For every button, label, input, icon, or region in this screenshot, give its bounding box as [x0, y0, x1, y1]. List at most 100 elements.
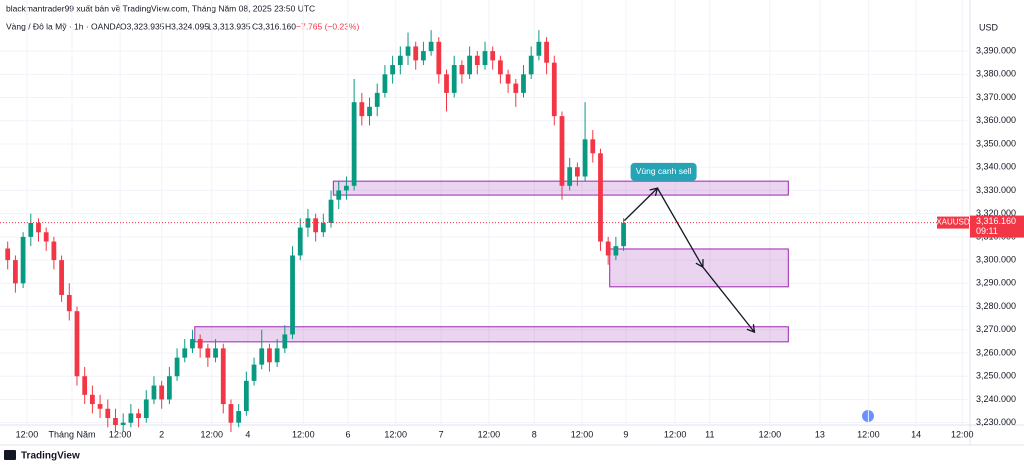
x-tick-label: 6 [345, 429, 350, 439]
candle-body [190, 339, 195, 349]
y-tick-label: 3,360.000 [976, 115, 1016, 125]
x-tick-label: 7 [439, 429, 444, 439]
open: O3,323.935 [120, 21, 165, 31]
x-tick-label: 12:00 [16, 429, 39, 439]
candle-body [113, 418, 118, 425]
x-tick-label: Tháng Năm [48, 429, 95, 439]
candle-body [28, 222, 34, 237]
candle-body [89, 394, 95, 405]
x-tick-label: 12:00 [200, 429, 223, 439]
candle-body [498, 60, 503, 75]
candle-body [559, 116, 565, 186]
candle-body [513, 83, 519, 93]
candle-body [166, 376, 172, 400]
candle-body [574, 167, 580, 177]
candle-body [551, 62, 557, 117]
candle-body [528, 55, 534, 75]
candle-body [328, 199, 334, 223]
candle-body [598, 153, 603, 242]
candle-body [305, 218, 311, 228]
x-tick-label: 14 [911, 429, 921, 439]
x-tick-label: 12:00 [478, 429, 501, 439]
x-tick-label: 13 [815, 429, 825, 439]
candle-body [213, 348, 218, 358]
candle-body [105, 408, 111, 419]
y-tick-label: 3,370.000 [976, 92, 1016, 102]
x-tick-label: 12:00 [571, 429, 594, 439]
candle-body [605, 241, 611, 256]
candle-body [36, 222, 41, 233]
candle-body [267, 348, 272, 363]
candle-body [228, 404, 234, 423]
candle-body [374, 92, 380, 107]
candle-body [66, 294, 72, 312]
candle-body [397, 55, 403, 66]
candle-body [428, 41, 434, 52]
arrow-segment [656, 187, 704, 268]
candle-body [74, 311, 80, 377]
candle-body [436, 41, 442, 75]
footer: TradingView [21, 451, 80, 462]
candle-body [359, 102, 365, 117]
candle-body [159, 385, 165, 400]
y-tick-label: 3,390.000 [976, 45, 1016, 55]
candle-body [82, 376, 88, 395]
candle-body [259, 348, 265, 365]
zone [194, 326, 789, 343]
candle-body [544, 41, 549, 63]
candle-body [297, 227, 303, 256]
candle-body [5, 248, 11, 261]
candle-body [613, 246, 619, 256]
y-tick-label: 3,380.000 [976, 69, 1016, 79]
candle-body [482, 51, 488, 66]
zone [609, 248, 789, 288]
candle-body [505, 74, 511, 84]
symbol: Vàng / Đô la Mỹ · 1h · OANDA [6, 21, 122, 31]
x-tick-label: 8 [532, 429, 537, 439]
x-tick-label: 2 [159, 429, 164, 439]
candle-body [444, 74, 449, 93]
candle-body [290, 255, 295, 335]
candle-body [590, 139, 596, 154]
y-tick-label: 3,300.000 [976, 254, 1016, 264]
candle-body [274, 348, 280, 363]
candle-body [20, 236, 26, 284]
candle-body [582, 139, 588, 177]
y-tick-label: 3,330.000 [976, 185, 1016, 195]
x-tick-label: 12:00 [292, 429, 315, 439]
y-tick-label: 3,290.000 [976, 278, 1016, 288]
candle-body [43, 232, 49, 242]
arrow-segment [623, 187, 658, 222]
x-tick-label: 9 [623, 429, 628, 439]
y-tick-label: 3,270.000 [976, 324, 1016, 334]
currency: USD [979, 22, 999, 32]
y-tick-label: 3,240.000 [976, 394, 1016, 404]
candle-body [282, 334, 288, 349]
candle-body [136, 413, 141, 419]
candle-body [51, 241, 57, 261]
candle-body [390, 65, 396, 75]
candle-body [220, 348, 226, 405]
arrow-segment [702, 266, 755, 333]
change: −7.765 (−0.23%) [296, 21, 359, 31]
y-tick-label: 3,340.000 [976, 162, 1016, 172]
annotation-text: Vùng canh sell [636, 166, 692, 176]
candle-body [313, 218, 319, 233]
x-tick-label: 12:00 [759, 429, 782, 439]
candle-body [536, 41, 542, 56]
candle-body [182, 348, 188, 358]
publisher: blackmantrader99 xuất bản về TradingView… [6, 3, 315, 13]
candle-body [344, 185, 349, 191]
candle-body [236, 411, 242, 423]
candle-body [128, 413, 134, 423]
candle-body [474, 55, 480, 66]
candle-body [567, 167, 573, 186]
price-label: 3,316.160 [976, 216, 1016, 226]
symbol-label: XAUUSD [936, 218, 970, 227]
low: L3,313.935 [208, 21, 251, 31]
y-tick-label: 3,230.000 [976, 417, 1016, 427]
candle-body [205, 348, 211, 358]
high: H3,324.095 [165, 21, 209, 31]
candle-body [421, 51, 426, 61]
